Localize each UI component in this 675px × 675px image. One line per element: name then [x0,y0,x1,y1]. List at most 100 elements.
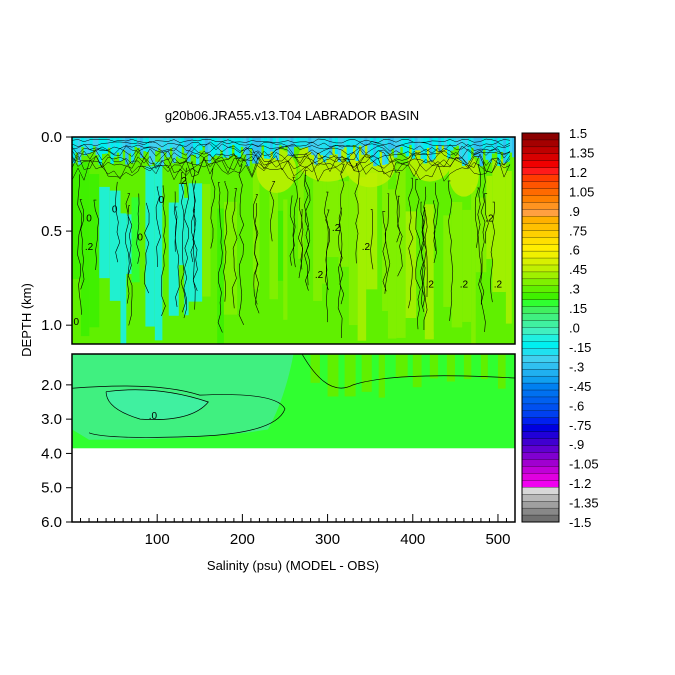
contour-line [79,199,85,290]
upper-field-column [120,213,127,344]
upper-field-column [338,181,349,267]
colorbar-label: .15 [569,301,587,316]
colorbar-swatch [521,355,560,363]
surface-spike [284,137,289,147]
contour-line [415,178,421,330]
upper-field-column [269,192,278,300]
surface-spike [234,137,238,156]
surface-spike [482,137,486,151]
colorbar-label: -1.35 [569,496,599,511]
upper-field-column [210,201,218,269]
surface-spike [198,137,203,151]
y-axis-label: DEPTH (km) [19,283,34,357]
surface-spike [302,137,306,148]
surface-spike [104,137,108,154]
colorbar-swatch [521,334,560,342]
contour-label: .2 [426,280,435,291]
colorbar-swatch [521,466,560,474]
surface-spike [438,137,442,152]
upper-field-column [348,157,358,326]
contour-label: .2 [362,242,371,253]
colorbar-swatch [521,417,560,426]
surface-spike [178,137,182,159]
colorbar-label: .9 [569,204,580,219]
colorbar-swatch [521,160,560,169]
surface-spike [429,137,433,162]
colorbar-swatch [521,320,560,328]
surface-spike [299,137,303,149]
surface-spike [219,137,224,151]
surface-spike [447,137,451,159]
surface-spike [222,137,227,158]
contour-line [71,152,511,170]
upper-field-column [322,170,327,284]
surface-spike [364,137,368,146]
surface-spike [473,137,478,157]
chart-title: g20b06.JRA55.v13.T04 LABRADOR BASIN [165,108,419,123]
contour-line [144,202,150,294]
contour-line [432,200,436,251]
surface-spike [125,137,129,165]
surface-spike [258,137,262,158]
contour-line [289,195,295,266]
surface-spike [497,137,501,166]
colorbar-swatch [521,237,560,245]
surface-spike [116,137,120,153]
colorbar-label: -.3 [569,359,584,374]
contour-label: .2 [332,223,341,234]
colorbar-swatch [521,202,560,210]
colorbar-swatch [521,292,560,301]
surface-spike [169,137,173,148]
surface-spike [325,137,330,159]
colorbar-swatch [521,396,560,405]
upper-field-column [303,207,314,271]
colorbar-swatch [521,362,560,370]
surface-spike [503,137,507,164]
surface-spike [379,137,383,152]
surface-spike [107,137,111,148]
colorbar-swatch [521,327,560,335]
colorbar-swatch [521,209,560,217]
colorbar-swatch [521,501,560,509]
y-axis-ticks: 0.0 0.5 1.0 2.0 3.0 4.0 5.0 6.0 [41,129,72,531]
y-tick-label: 1.0 [41,317,62,334]
surface-spike [317,137,321,153]
upper-field-column [471,185,476,344]
contour-line [125,193,131,304]
lower-field-column [497,354,506,389]
colorbar-swatch [521,271,560,280]
colorbar-swatch [521,132,560,141]
colorbar-swatch [521,146,560,155]
contour-lines [71,138,516,438]
colorbar-swatch [521,174,560,183]
colorbar-swatch [521,264,560,273]
contour-line [408,177,414,309]
surface-spike [255,137,259,164]
contour-label: 0 [159,195,165,206]
colorbar-label: .0 [569,321,580,336]
contour-label: .2 [85,242,94,253]
surface-spike [187,137,191,162]
surface-spike [269,137,274,152]
upper-field-column [486,175,493,259]
surface-spike [207,137,212,163]
surface-spike [131,137,135,163]
upper-field-column [416,210,425,295]
surface-spike [163,137,168,153]
surface-spike [272,137,277,159]
upper-field-column [511,192,515,293]
surface-spike [237,137,241,159]
upper-field-column [131,197,140,283]
upper-field-column [184,197,189,316]
upper-field-column [188,183,203,302]
surface-spike [444,137,448,150]
contour-line [173,191,178,252]
upper-field-column [326,166,339,258]
contour-label: 0 [73,317,79,328]
colorbar-swatch [521,195,560,203]
colorbar-swatch [521,403,560,412]
surface-spike [134,137,138,147]
colorbar-swatch [521,452,560,460]
colorbar-swatch [521,230,560,238]
